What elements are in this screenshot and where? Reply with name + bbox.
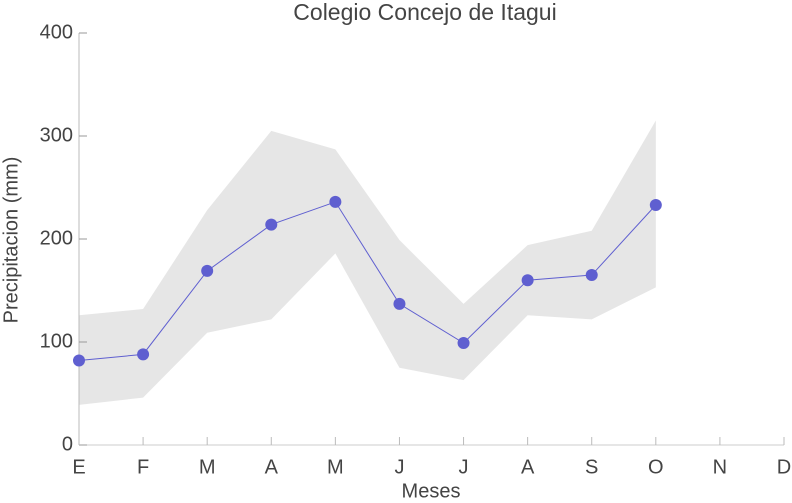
chart-title: Colegio Concejo de Itagui bbox=[293, 0, 556, 25]
y-tick-label: 0 bbox=[62, 433, 73, 455]
data-point bbox=[137, 348, 150, 361]
data-point bbox=[585, 269, 598, 282]
x-tick-label: E bbox=[72, 456, 85, 478]
x-tick-label: S bbox=[585, 456, 598, 478]
y-tick-label: 100 bbox=[40, 330, 73, 352]
data-point bbox=[521, 274, 534, 287]
data-point bbox=[201, 264, 214, 277]
x-tick-label: A bbox=[521, 456, 535, 478]
data-point bbox=[265, 218, 278, 231]
x-tick-label: D bbox=[777, 456, 791, 478]
y-tick-label: 300 bbox=[40, 124, 73, 146]
x-axis-label: Meses bbox=[402, 480, 461, 502]
x-tick-label: F bbox=[137, 456, 149, 478]
data-point bbox=[457, 337, 470, 350]
uncertainty-band bbox=[79, 120, 656, 405]
y-tick-label: 400 bbox=[40, 21, 73, 43]
x-tick-label: M bbox=[327, 456, 344, 478]
data-point bbox=[393, 297, 406, 310]
data-point bbox=[649, 199, 662, 212]
x-tick-label: N bbox=[713, 456, 727, 478]
data-point bbox=[329, 195, 342, 208]
x-tick-label: J bbox=[459, 456, 469, 478]
y-axis-label: Precipitacion (mm) bbox=[0, 157, 22, 324]
x-tick-label: M bbox=[199, 456, 216, 478]
x-tick-label: A bbox=[265, 456, 279, 478]
x-tick-label: O bbox=[648, 456, 664, 478]
data-line bbox=[78, 201, 657, 362]
data-point bbox=[73, 354, 85, 367]
x-tick-label: J bbox=[394, 456, 404, 478]
y-tick-label: 200 bbox=[40, 227, 73, 249]
